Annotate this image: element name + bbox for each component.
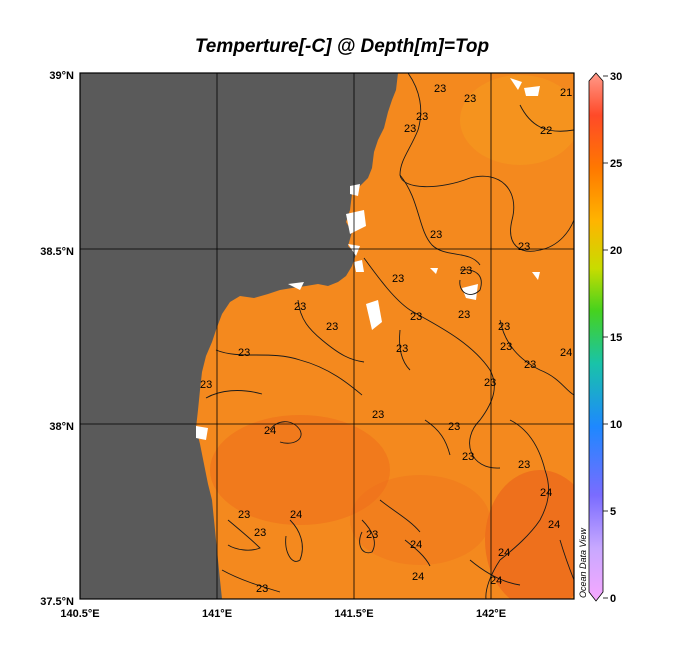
contour-lines [205,73,574,599]
contour-label: 24 [490,575,502,587]
contour-label: 24 [290,509,302,521]
contour-label: 23 [464,93,476,105]
lon-label: 142°E [476,608,506,620]
contour-label: 24 [560,347,572,359]
contour-label: 23 [404,123,416,135]
map-frame [79,72,575,600]
colorbar-bar [588,72,604,602]
contour-label: 23 [500,341,512,353]
contour-label: 23 [484,377,496,389]
contour-label: 24 [264,425,276,437]
contour-label: 23 [326,321,338,333]
lat-label: 38.5°N [40,246,74,258]
colorbar-label: 20 [610,245,622,257]
contour-label: 23 [396,343,408,355]
lat-label: 39°N [49,70,74,82]
contour-label: 24 [412,571,424,583]
contour-label: 23 [392,273,404,285]
contour-labels: 23 23 21 22 23 23 23 23 23 23 23 23 23 2… [200,83,572,595]
colorbar-ticks [603,75,608,599]
colorbar-label: 15 [610,332,622,344]
contour-label: 24 [498,547,510,559]
contour-label: 23 [448,421,460,433]
warm-patch [485,470,574,599]
contour-label: 22 [540,125,552,137]
odv-credit: Ocean Data View [578,528,588,598]
plot-area: 23 23 21 22 23 23 23 23 23 23 23 23 23 2… [80,73,574,599]
colorbar-label: 10 [610,419,622,431]
contour-label: 23 [498,321,510,333]
contour-label: 23 [238,509,250,521]
contour-label: 24 [548,519,560,531]
contour-label: 23 [416,111,428,123]
no-data-gap [350,184,360,196]
no-data-gap [462,284,478,300]
no-data-gap [366,300,382,330]
map-title: Temperture[-C] @ Depth[m]=Top [194,36,490,57]
colorbar: 30 25 20 15 10 5 0 Ocean Data View [578,71,622,605]
no-data-gap [346,210,366,234]
no-data-gap [354,260,364,272]
warm-patch [210,415,390,525]
graticule [80,73,574,599]
contour-label: 23 [366,529,378,541]
contour-label: 23 [524,359,536,371]
no-data-gap [430,268,438,274]
contour-label: 23 [238,347,250,359]
land-mass [80,73,398,599]
lon-label: 140.5°E [60,608,99,620]
contour-label: 21 [560,87,572,99]
contour-label: 23 [434,83,446,95]
no-data-gap [288,282,304,290]
lon-axis: 140.5°E 141°E 141.5°E 142°E [60,608,506,620]
contour-label: 23 [294,301,306,313]
contour-label: 23 [458,309,470,321]
contour-label: 24 [410,539,422,551]
contour-label: 23 [254,527,266,539]
contour-label: 23 [256,583,268,595]
lon-label: 141.5°E [334,608,373,620]
contour-label: 23 [518,459,530,471]
lat-axis: 39°N 38.5°N 38°N 37.5°N [40,70,74,608]
colorbar-label: 25 [610,158,622,170]
colorbar-labels: 30 25 20 15 10 5 0 [610,71,622,605]
lon-label: 141°E [202,608,232,620]
cool-patch [460,75,574,165]
colorbar-label: 30 [610,71,622,83]
no-data-gap [196,426,208,440]
no-data-gap [524,86,540,96]
no-data-gap [532,272,540,280]
contour-label: 23 [460,265,472,277]
contour-label: 23 [410,311,422,323]
contour-label: 23 [430,229,442,241]
lat-label: 37.5°N [40,596,74,608]
contour-label: 24 [540,487,552,499]
contour-label: 23 [200,379,212,391]
contour-label: 23 [372,409,384,421]
warm-patch [350,475,490,565]
contour-label: 23 [518,241,530,253]
no-data-gap [510,78,522,90]
lat-label: 38°N [49,421,74,433]
contour-label: 23 [462,451,474,463]
colorbar-label: 0 [610,593,616,605]
colorbar-label: 5 [610,506,616,518]
